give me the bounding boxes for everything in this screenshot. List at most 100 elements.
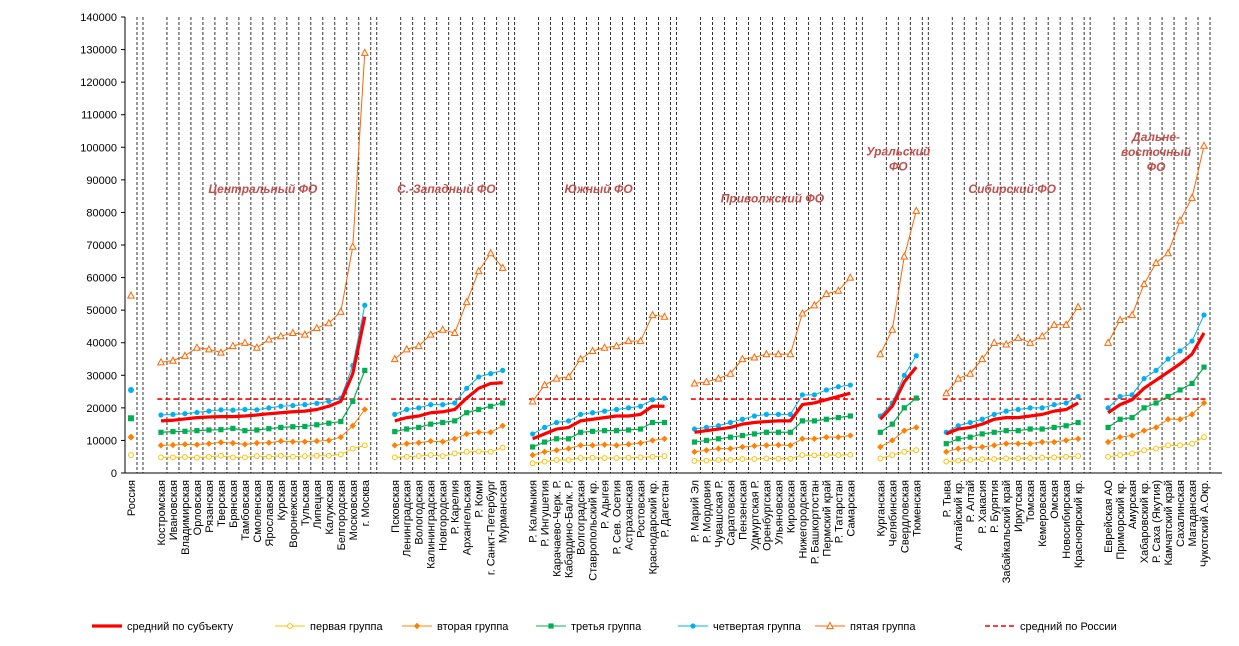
category-label: Вологодская <box>414 480 426 545</box>
marker-g1 <box>823 452 830 458</box>
y-tick-label: 90000 <box>86 175 117 187</box>
marker-g2 <box>811 435 818 442</box>
marker-g2 <box>451 435 458 442</box>
marker-g4 <box>542 424 548 430</box>
marker-g2 <box>901 427 908 434</box>
marker-g4 <box>1105 405 1111 411</box>
category-label: Р. Сев. Осетия <box>612 480 624 554</box>
marker-g4 <box>1177 348 1183 354</box>
marker-g4 <box>601 408 608 414</box>
category-label: Р. Коми <box>474 480 486 518</box>
marker-g2 <box>835 433 842 441</box>
category-label: Орловская <box>192 480 204 535</box>
marker-g1 <box>913 447 920 454</box>
marker-g5 <box>966 369 975 377</box>
category-label: Тульская <box>300 480 312 526</box>
marker-g4 <box>1051 402 1057 408</box>
marker-g1 <box>901 448 908 455</box>
marker-g2 <box>205 440 213 447</box>
marker-g4 <box>206 408 212 414</box>
marker-g2 <box>541 448 548 456</box>
marker-g1 <box>253 453 260 459</box>
district-label: С.-Западный ФО <box>397 182 496 196</box>
marker-g2 <box>1038 438 1046 446</box>
category-label: Свердловская <box>899 480 911 553</box>
category-label: Р. Башкортостан <box>809 480 821 564</box>
marker-g1 <box>128 452 134 458</box>
marker-g1 <box>361 442 368 449</box>
marker-g3 <box>835 415 841 421</box>
marker-g2 <box>1116 433 1124 441</box>
marker-g4 <box>763 411 770 417</box>
marker-g5 <box>1050 320 1059 328</box>
marker-g2 <box>1062 437 1070 444</box>
y-tick-label: 130000 <box>80 45 117 57</box>
marker-g5 <box>810 300 819 309</box>
marker-g1 <box>889 452 896 458</box>
marker-g2 <box>427 437 434 445</box>
district-label: ФО <box>1147 160 1166 174</box>
marker-g5 <box>750 352 759 361</box>
marker-g2 <box>1002 440 1010 447</box>
marker-g3 <box>254 427 260 433</box>
marker-g1 <box>391 454 398 461</box>
district-label: Уральский <box>866 144 931 158</box>
marker-g5 <box>624 336 633 345</box>
marker-g1 <box>625 454 632 461</box>
marker-g1 <box>715 457 722 463</box>
marker-g5 <box>786 349 795 358</box>
marker-g5 <box>264 334 273 343</box>
marker-g3 <box>350 398 356 404</box>
category-label: Тамбовская <box>240 480 252 541</box>
category-label: Ставропольский кр. <box>588 480 600 581</box>
marker-g2 <box>217 439 225 446</box>
series-line-g5 <box>394 252 504 360</box>
marker-g4 <box>464 385 470 391</box>
marker-g3 <box>1141 405 1147 411</box>
marker-g3 <box>649 419 656 426</box>
marker-g4 <box>727 419 734 426</box>
marker-g2 <box>1104 438 1112 446</box>
marker-g2 <box>979 443 986 451</box>
legend-item-russia_mean: средний по России <box>985 621 1117 633</box>
marker-g5 <box>498 263 507 271</box>
category-label: Нижегородская <box>797 480 809 559</box>
y-tick-label: 30000 <box>86 370 117 382</box>
marker-g2 <box>1188 411 1196 418</box>
marker-g3 <box>775 429 782 435</box>
marker-g1 <box>967 457 974 463</box>
marker-g3 <box>326 420 332 426</box>
series-line-g1 <box>946 455 1079 463</box>
marker-g1 <box>1129 450 1135 457</box>
legend-label: средний по России <box>1020 621 1117 633</box>
marker-g5 <box>762 349 771 358</box>
marker-g1 <box>170 454 176 461</box>
marker-g2 <box>487 429 494 436</box>
marker-g5 <box>576 354 585 363</box>
series-line-g4 <box>879 355 917 417</box>
marker-g4 <box>649 397 656 403</box>
marker-g4 <box>913 353 919 359</box>
marker-g4 <box>979 416 985 422</box>
marker-g3 <box>589 428 596 434</box>
district-label: Центральный ФО <box>208 182 318 196</box>
marker-g1 <box>337 451 344 458</box>
y-tick-label: 140000 <box>80 12 117 24</box>
marker-g4 <box>158 412 164 418</box>
legend-label: пятая группа <box>850 621 916 633</box>
marker-g5 <box>888 325 897 333</box>
marker-g5 <box>402 344 411 353</box>
marker-g4 <box>500 367 506 373</box>
marker-g1 <box>427 452 434 458</box>
marker-g2 <box>1164 416 1172 423</box>
marker-g2 <box>289 438 297 445</box>
marker-g1 <box>439 453 446 459</box>
marker-g5 <box>324 318 333 327</box>
marker-g3 <box>1165 393 1171 400</box>
marker-g4 <box>787 411 793 417</box>
marker-g1 <box>475 448 482 455</box>
marker-g2 <box>391 442 398 449</box>
marker-g4 <box>991 411 997 417</box>
marker-g3 <box>554 436 560 442</box>
